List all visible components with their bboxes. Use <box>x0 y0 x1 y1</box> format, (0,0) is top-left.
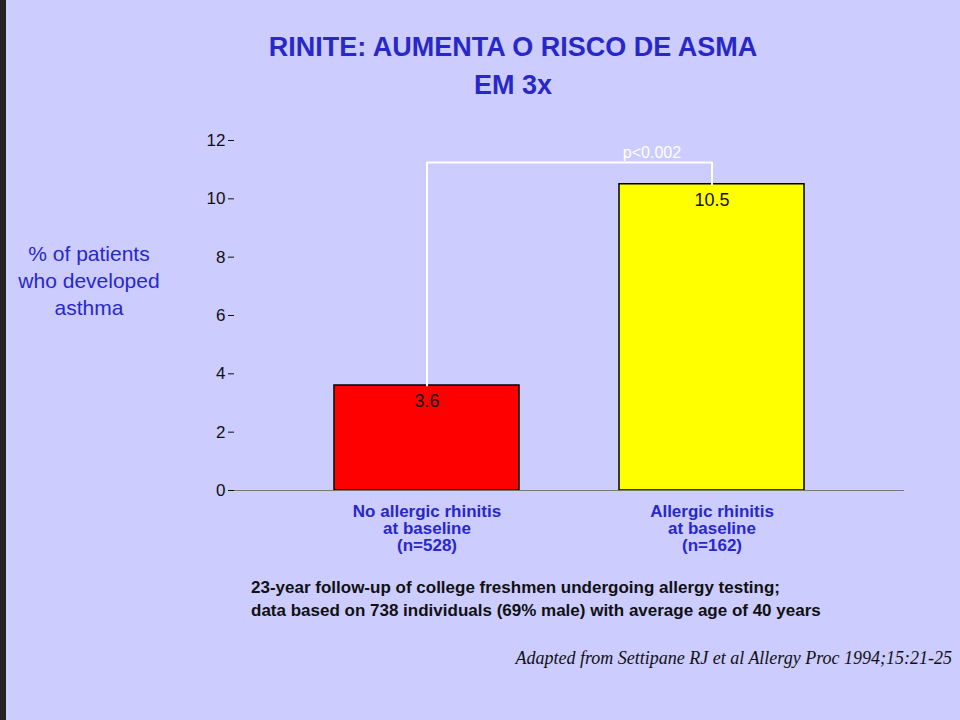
svg-text:Allergic rhinitisat baseline(n: Allergic rhinitisat baseline(n=162) <box>650 502 774 555</box>
svg-text:p<0.002: p<0.002 <box>623 143 681 160</box>
html-text:23-year follow-up of college f: 23-year follow-up of college freshmen un… <box>251 578 821 620</box>
svg-text:No allergic rhinitisat baselin: No allergic rhinitisat baseline(n=528) <box>353 502 501 555</box>
html-text:RINITE: AUMENTA O RISCO DE ASM: RINITE: AUMENTA O RISCO DE ASMA EM 3x <box>268 32 758 100</box>
svg-text:10: 10 <box>207 189 226 208</box>
html-text:% of patients who developed as: % of patients who developed asthma <box>18 242 160 319</box>
svg-text:0: 0 <box>216 481 225 500</box>
svg-text:2: 2 <box>216 423 225 442</box>
svg-text:3.6: 3.6 <box>414 391 439 411</box>
svg-text:6: 6 <box>216 306 225 325</box>
svg-text:10.5: 10.5 <box>694 190 729 210</box>
svg-text:8: 8 <box>216 248 225 267</box>
html-text:Adapted from Settipane RJ et a: Adapted from Settipane RJ et al Allergy … <box>515 648 952 668</box>
svg-text:4: 4 <box>216 364 225 383</box>
svg-text:12: 12 <box>207 131 226 150</box>
